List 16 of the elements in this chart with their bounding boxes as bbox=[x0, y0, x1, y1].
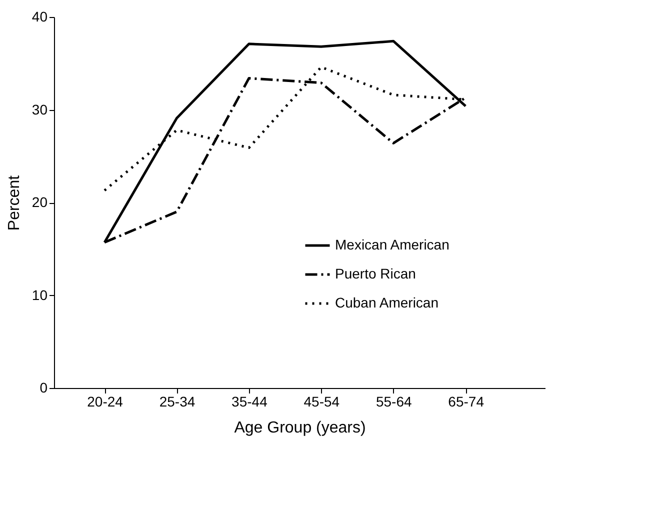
y-axis-title: Percent bbox=[6, 174, 23, 231]
y-tick-label: 10 bbox=[32, 286, 48, 303]
x-tick-label: 55-64 bbox=[376, 394, 412, 410]
x-tick-label: 25-34 bbox=[159, 394, 196, 410]
x-tick-label: 20-24 bbox=[87, 394, 124, 410]
legend-label: Cuban American bbox=[335, 294, 439, 310]
legend-label: Puerto Rican bbox=[335, 266, 416, 282]
y-tick-label: 0 bbox=[40, 380, 48, 396]
x-tick-label: 35-44 bbox=[232, 394, 268, 410]
y-tick-label: 20 bbox=[32, 194, 48, 210]
y-tick-label: 40 bbox=[32, 8, 48, 24]
y-tick-label: 30 bbox=[32, 101, 48, 118]
x-tick-label: 45-54 bbox=[304, 394, 340, 410]
legend-label: Mexican American bbox=[335, 236, 450, 252]
x-axis-title: Age Group (years) bbox=[234, 420, 366, 436]
x-tick-label: 65-74 bbox=[448, 394, 484, 410]
